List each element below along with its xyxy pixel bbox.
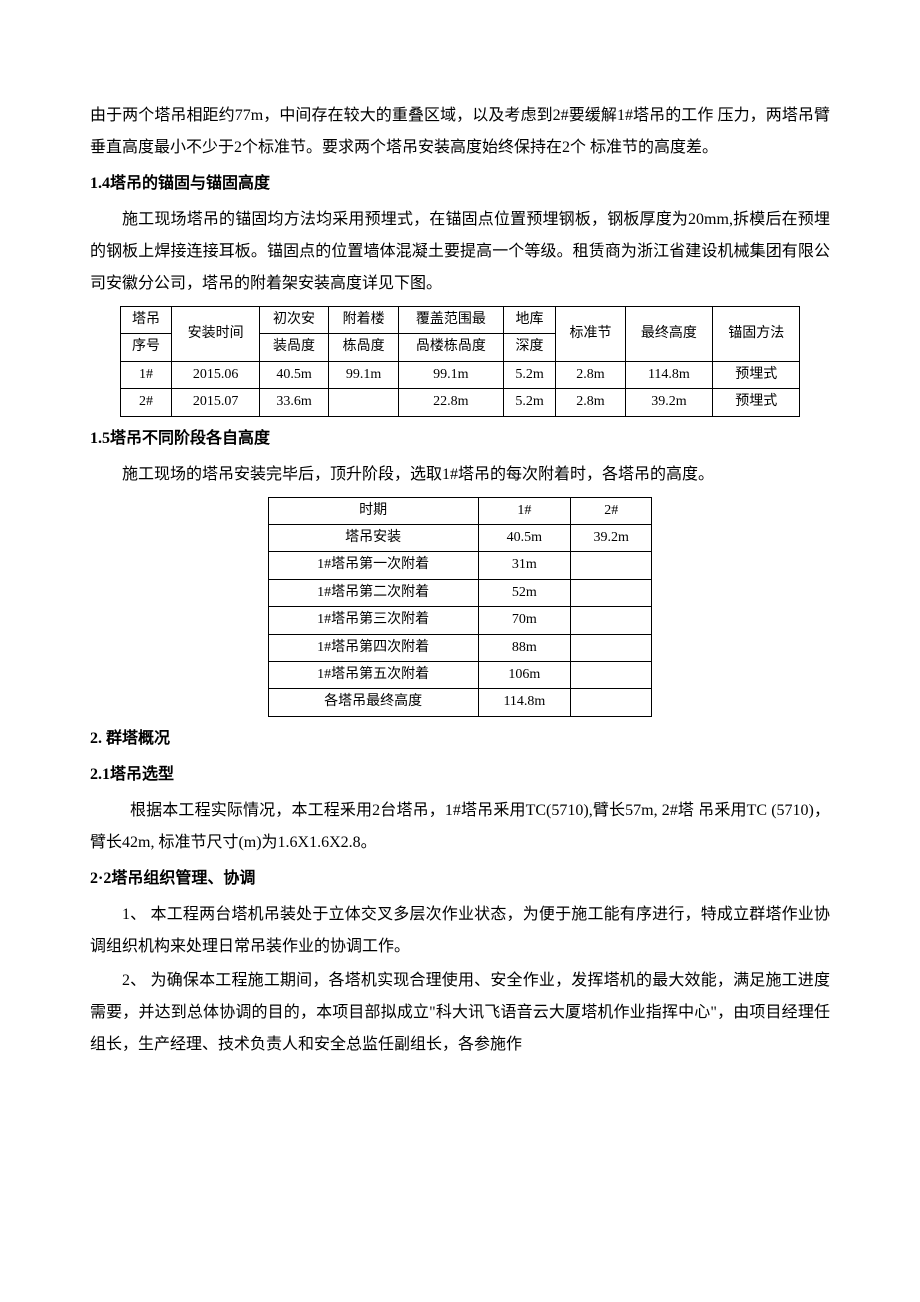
table-header-cell: 1#: [478, 497, 570, 524]
stage-height-table: 时期 1# 2# 塔吊安装 40.5m 39.2m 1#塔吊第一次附着 31m …: [268, 497, 653, 717]
table-cell: 2.8m: [556, 361, 626, 388]
table-cell: 39.2m: [625, 389, 712, 416]
table-cell: 2015.07: [172, 389, 259, 416]
table-row: 1#塔吊第四次附着 88m: [268, 634, 652, 661]
table-header-row: 时期 1# 2#: [268, 497, 652, 524]
table-cell: [571, 689, 652, 716]
table-header-cell: 装咼度: [259, 334, 329, 361]
table-row: 塔吊安装 40.5m 39.2m: [268, 524, 652, 551]
heading-1-5: 1.5塔吊不同阶段各自高度: [90, 423, 830, 455]
table-cell: 1#塔吊第四次附着: [268, 634, 478, 661]
table-cell: [571, 552, 652, 579]
table-row: 2# 2015.07 33.6m 22.8m 5.2m 2.8m 39.2m 预…: [120, 389, 800, 416]
table-cell: 70m: [478, 607, 570, 634]
table-cell: 1#塔吊第三次附着: [268, 607, 478, 634]
table-cell: [571, 634, 652, 661]
table-cell: [571, 579, 652, 606]
table-header-cell: 序号: [120, 334, 172, 361]
table-header-cell: 覆盖范围最: [398, 307, 503, 334]
table-cell: 99.1m: [329, 361, 399, 388]
table-header-cell: 咼楼栋咼度: [398, 334, 503, 361]
table-cell: 31m: [478, 552, 570, 579]
table-row: 1#塔吊第一次附着 31m: [268, 552, 652, 579]
table-cell: 52m: [478, 579, 570, 606]
table-cell: 2.8m: [556, 389, 626, 416]
table-header-cell: 深度: [503, 334, 555, 361]
table-cell: 1#塔吊第五次附着: [268, 661, 478, 688]
table-cell: 5.2m: [503, 389, 555, 416]
table-row: 1# 2015.06 40.5m 99.1m 99.1m 5.2m 2.8m 1…: [120, 361, 800, 388]
heading-2-1: 2.1塔吊选型: [90, 759, 830, 791]
table-header-cell: 附着楼: [329, 307, 399, 334]
table-cell: 40.5m: [478, 524, 570, 551]
table-cell: [571, 607, 652, 634]
table-cell: 114.8m: [478, 689, 570, 716]
table-header-cell: 初次安: [259, 307, 329, 334]
table-header-cell: 锚固方法: [713, 307, 800, 362]
table-header-cell: 地库: [503, 307, 555, 334]
table-cell: 40.5m: [259, 361, 329, 388]
table-cell: 预埋式: [713, 361, 800, 388]
table-cell: [329, 389, 399, 416]
table-cell: 2#: [120, 389, 172, 416]
paragraph-1-4: 施工现场塔吊的锚固均方法均采用预埋式，在锚固点位置预埋钢板，钢板厚度为20mm,…: [90, 204, 830, 300]
table-cell: [571, 661, 652, 688]
table-cell: 99.1m: [398, 361, 503, 388]
table-header-cell: 时期: [268, 497, 478, 524]
table-cell: 1#: [120, 361, 172, 388]
table-cell: 88m: [478, 634, 570, 661]
table-header-row-1: 塔吊 安装时间 初次安 附着楼 覆盖范围最 地库 标准节 最终高度 锚固方法: [120, 307, 800, 334]
anchor-height-table: 塔吊 安装时间 初次安 附着楼 覆盖范围最 地库 标准节 最终高度 锚固方法 序…: [120, 306, 801, 417]
table-cell: 22.8m: [398, 389, 503, 416]
heading-2-2: 2·2塔吊组织管理、协调: [90, 863, 830, 895]
paragraph-2-1: 根据本工程实际情况，本工程釆用2台塔吊，1#塔吊釆用TC(5710),臂长57m…: [90, 795, 830, 859]
table-cell: 39.2m: [571, 524, 652, 551]
heading-2: 2. 群塔概况: [90, 723, 830, 755]
table-cell: 106m: [478, 661, 570, 688]
list-item-1: 1、 本工程两台塔机吊装处于立体交叉多层次作业状态，为便于施工能有序进行，特成立…: [90, 899, 830, 963]
table-header-cell: 栋咼度: [329, 334, 399, 361]
heading-1-4: 1.4塔吊的锚固与锚固高度: [90, 168, 830, 200]
table-row: 1#塔吊第三次附着 70m: [268, 607, 652, 634]
table-cell: 1#塔吊第二次附着: [268, 579, 478, 606]
table-cell: 1#塔吊第一次附着: [268, 552, 478, 579]
table-cell: 塔吊安装: [268, 524, 478, 551]
table-cell: 预埋式: [713, 389, 800, 416]
table-cell: 各塔吊最终高度: [268, 689, 478, 716]
table-header-cell: 最终高度: [625, 307, 712, 362]
table-cell: 114.8m: [625, 361, 712, 388]
table-header-cell: 安装时间: [172, 307, 259, 362]
table-cell: 2015.06: [172, 361, 259, 388]
paragraph-1-5: 施工现场的塔吊安装完毕后，顶升阶段，选取1#塔吊的每次附着时，各塔吊的高度。: [90, 459, 830, 491]
table-header-cell: 2#: [571, 497, 652, 524]
table-row: 1#塔吊第五次附着 106m: [268, 661, 652, 688]
table-row: 1#塔吊第二次附着 52m: [268, 579, 652, 606]
table-cell: 33.6m: [259, 389, 329, 416]
table-header-cell: 标准节: [556, 307, 626, 362]
list-item-2: 2、 为确保本工程施工期间，各塔机实现合理使用、安全作业，发挥塔机的最大效能，满…: [90, 965, 830, 1061]
table-row: 各塔吊最终高度 114.8m: [268, 689, 652, 716]
table-header-cell: 塔吊: [120, 307, 172, 334]
intro-paragraph: 由于两个塔吊相距约77m，中间存在较大的重叠区域，以及考虑到2#要缓解1#塔吊的…: [90, 100, 830, 164]
table-cell: 5.2m: [503, 361, 555, 388]
